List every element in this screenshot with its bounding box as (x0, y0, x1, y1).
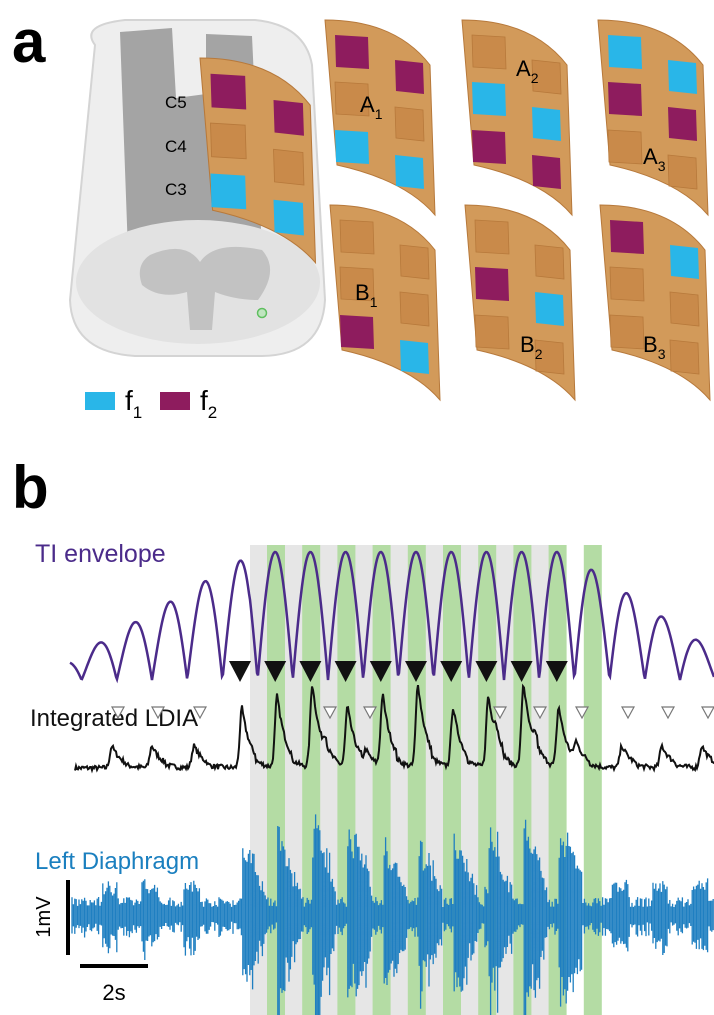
config-subscript: 3 (658, 346, 666, 362)
electrode-pad (395, 107, 424, 141)
panel-label: b (12, 454, 49, 521)
electrode-pad (668, 155, 697, 189)
electrode-pad (532, 155, 561, 189)
electrode-pad (211, 74, 247, 110)
electrode-pad (610, 315, 644, 349)
electrode-pad (335, 130, 369, 164)
scale-label: 1mV (33, 896, 55, 938)
level-label: C3 (165, 180, 187, 199)
electrode-pad (395, 60, 424, 94)
config-letter: A (643, 144, 658, 169)
electrode-pad (610, 267, 644, 301)
electrode-pad (670, 245, 699, 279)
electrode-pad (472, 130, 506, 164)
figure: a C5 C4 C3 A1A2A3B1B2B3 f1f2 b TI envelo… (0, 0, 714, 1015)
config-letter: B (643, 332, 658, 357)
config-letter: A (360, 92, 375, 117)
electrode-pad (475, 267, 509, 301)
level-label: C4 (165, 137, 187, 156)
electrode-pad (608, 35, 642, 69)
electrode-pad (211, 174, 247, 210)
electrode-pad (472, 35, 506, 69)
electrode-pad (532, 107, 561, 141)
electrode-pad (340, 315, 374, 349)
config-subscript: 3 (658, 158, 666, 174)
electrode-pad (400, 292, 429, 326)
electrode-pad (608, 130, 642, 164)
config-subscript: 2 (535, 346, 543, 362)
electrode-pad (475, 220, 509, 254)
electrode-pad (535, 292, 564, 326)
electrode-pad (668, 60, 697, 94)
config-letter: B (520, 332, 535, 357)
electrode-pad (610, 220, 644, 254)
inspiration-band (337, 545, 355, 1015)
electrode-pad (340, 220, 374, 254)
electrode-pad (670, 292, 699, 326)
electrode-pad (211, 123, 247, 159)
electrode-pad (670, 340, 699, 374)
config-subscript: 2 (531, 70, 539, 86)
level-label: C5 (165, 93, 187, 112)
electrode-pad (535, 245, 564, 279)
config-letter: A (516, 56, 531, 81)
electrode-pad (400, 245, 429, 279)
legend-subscript: 1 (133, 403, 142, 422)
electrode-pad (395, 155, 424, 189)
config-letter: B (355, 280, 370, 305)
electrode-pad (274, 100, 304, 136)
panel-label: a (12, 8, 46, 75)
trace-label: Left Diaphragm (35, 848, 199, 875)
config-subscript: 1 (375, 106, 383, 122)
legend-swatch (160, 392, 190, 410)
electrode-pad (475, 315, 509, 349)
electrode-pad (608, 82, 642, 116)
electrode-pad (335, 35, 369, 69)
electrode-pad (668, 107, 697, 141)
electrode-pad (400, 340, 429, 374)
trace-label: TI envelope (35, 540, 166, 568)
legend-swatch (85, 392, 115, 410)
inspiration-band (584, 545, 602, 1015)
legend-subscript: 2 (208, 403, 217, 422)
electrode-pad (274, 149, 304, 185)
scale-label: 2s (102, 980, 125, 1005)
electrode-pad (274, 200, 304, 236)
config-subscript: 1 (370, 294, 378, 310)
electrode-pad (472, 82, 506, 116)
